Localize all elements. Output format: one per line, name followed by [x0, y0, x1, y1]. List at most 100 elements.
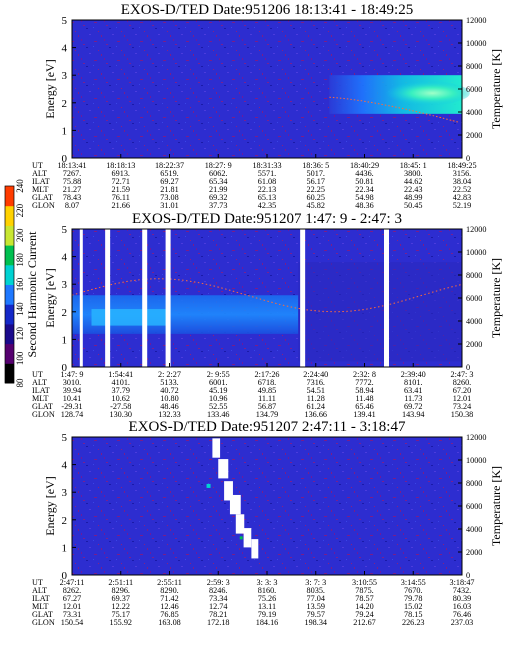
table-cell: 132.33 [158, 410, 181, 419]
intensity-spot [206, 483, 211, 488]
table-cell: 73.24 [453, 402, 471, 411]
table-cell: 18:36: 5 [302, 161, 329, 170]
colorbar-tick-label: 80 [15, 378, 25, 388]
colorbar-tick-label: 140 [15, 302, 25, 316]
y-axis-label: Energy [eV] [43, 59, 57, 118]
table-cell: 3: 7: 3 [305, 578, 326, 587]
table-cell: 18:31:33 [252, 161, 281, 170]
spectrogram-panel-3: EXOS-D/TED Date:951207 2:47:11 - 3:18:47… [32, 419, 503, 627]
spectrogram-panel-2: EXOS-D/TED Date:951207 1:47: 9 - 2:47: 3… [32, 211, 503, 419]
energy-axis: 0 1 2 3 4 5 Energy [eV] [43, 432, 76, 582]
table-cell: 150.38 [451, 410, 474, 419]
colorbar-segment [5, 363, 14, 384]
y2-tick-label: 6000 [466, 502, 482, 511]
table-cell: 79.24 [355, 610, 373, 619]
table-cell: 3800. [404, 169, 422, 178]
colorbar-frame [4, 185, 15, 384]
table-cell: 11.48 [355, 394, 373, 403]
table-cell: 133.46 [207, 410, 230, 419]
table-cell: 130.30 [109, 410, 132, 419]
table-cell: 18:18:13 [106, 161, 135, 170]
table-cell: 76.11 [112, 193, 130, 202]
table-cell: 45.82 [307, 201, 325, 210]
table-cell: 6913. [112, 169, 130, 178]
table-cell: 212.67 [353, 618, 376, 627]
table-cell: 2:17:26 [254, 370, 279, 379]
y2-axis-label: Temperature [K] [489, 258, 503, 338]
plasma-features [71, 229, 463, 367]
table-cell: 7267. [63, 169, 81, 178]
table-cell: 75.17 [112, 610, 130, 619]
y2-tick-label: 8000 [466, 62, 482, 71]
table-cell: 21.99 [209, 185, 227, 194]
intensity-spot [239, 536, 243, 540]
data-gap [142, 229, 148, 367]
table-cell: 7772. [355, 378, 373, 387]
table-cell: 73.08 [160, 193, 178, 202]
table-cell: 2:39:40 [401, 370, 426, 379]
table-cell: 7432. [453, 586, 471, 595]
table-cell: 163.08 [158, 618, 181, 627]
table-cell: 12.01 [63, 602, 81, 611]
colorbar-tick-label: 120 [15, 327, 25, 341]
y2-tick-label: 6000 [466, 294, 482, 303]
colorbar-tick-label: 200 [15, 228, 25, 242]
table-row-label: ILAT [32, 594, 50, 603]
table-cell: 139.41 [353, 410, 376, 419]
plasma-features [206, 438, 259, 559]
table-cell: 2:24:40 [303, 370, 328, 379]
table-cell: 15.02 [404, 602, 422, 611]
table-cell: 237.03 [451, 618, 474, 627]
table-cell: 63.41 [404, 386, 422, 395]
table-cell: 54.51 [307, 386, 325, 395]
table-cell: 12.46 [160, 602, 178, 611]
table-cell: 8260. [453, 378, 471, 387]
table-cell: 48.36 [355, 201, 373, 210]
y2-tick-label: 8000 [466, 479, 482, 488]
table-row-label: UT [32, 578, 43, 587]
y-tick-label: 4 [62, 43, 68, 55]
data-gap [212, 438, 221, 458]
table-cell: 8262. [63, 586, 81, 595]
colorbar-tick-label: 220 [15, 203, 25, 217]
colorbar-tick-label: 240 [15, 179, 25, 193]
table-cell: 39.94 [63, 386, 81, 395]
y2-tick-label: 0 [466, 154, 470, 163]
table-cell: 8290. [160, 586, 178, 595]
panel-title: EXOS-D/TED Date:951206 18:13:41 - 18:49:… [121, 2, 413, 18]
table-cell: 3:18:47 [449, 578, 474, 587]
table-cell: 10.62 [112, 394, 130, 403]
data-gap [79, 229, 83, 367]
table-row-label: UT [32, 370, 43, 379]
data-gap [218, 459, 229, 479]
y2-tick-label: 4000 [466, 317, 482, 326]
spectrogram-panel-1: EXOS-D/TED Date:951206 18:13:41 - 18:49:… [32, 2, 503, 210]
table-cell: 3: 3: 3 [257, 578, 278, 587]
table-cell: 2:47:11 [60, 578, 85, 587]
table-cell: 67.27 [63, 594, 81, 603]
data-gap [229, 494, 241, 515]
table-cell: 21.66 [112, 201, 130, 210]
y-tick-label: 0 [62, 153, 68, 165]
table-cell: 3:14:55 [401, 578, 426, 587]
table-cell: 18:40:29 [350, 161, 379, 170]
table-cell: 8035. [307, 586, 325, 595]
y-tick-label: 0 [62, 362, 68, 374]
y2-tick-label: 2000 [466, 131, 482, 140]
table-cell: 18:13:41 [57, 161, 86, 170]
table-cell: 48.99 [404, 193, 422, 202]
table-cell: 10.80 [160, 394, 178, 403]
table-cell: 4101. [112, 378, 130, 387]
table-cell: 22.52 [453, 185, 471, 194]
table-cell: 40.72 [160, 386, 178, 395]
table-row-label: ALT [32, 378, 47, 387]
table-row-label: ALT [32, 169, 47, 178]
panel-title: EXOS-D/TED Date:951207 2:47:11 - 3:18:47 [129, 419, 406, 435]
y2-tick-label: 12000 [466, 433, 486, 442]
colorbar-segment [5, 323, 14, 345]
orbit-parameter-table: UT 2:47:11 2:51:11 2:55:11 2:59: 3 3: 3: 3 3: … [32, 578, 475, 627]
table-cell: 78.43 [63, 193, 81, 202]
y-tick-label: 0 [62, 570, 68, 582]
colorbar-segment [5, 225, 14, 246]
table-cell: 18:22:37 [155, 161, 184, 170]
